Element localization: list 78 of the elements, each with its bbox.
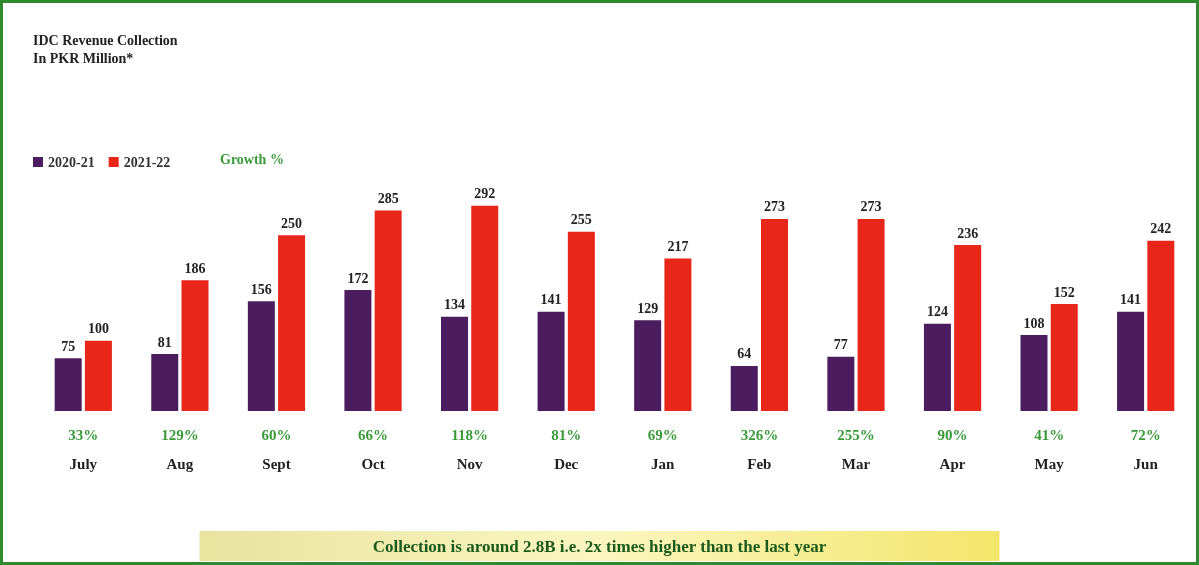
text: 33% [68, 427, 99, 443]
x-tick-label: Nov [456, 455, 484, 472]
bar [344, 290, 372, 411]
text: 255% [837, 427, 875, 443]
bar [84, 340, 112, 411]
bar [537, 311, 565, 411]
chart-subtitle: In PKR Million* [33, 50, 134, 66]
bar [374, 210, 402, 411]
bar [567, 231, 595, 411]
bar [471, 205, 499, 411]
bar [1050, 304, 1078, 411]
data-label: 77 [833, 337, 848, 353]
data-label: 124 [926, 304, 948, 320]
bar [1147, 240, 1175, 411]
text: 41% [1034, 427, 1065, 443]
bar [827, 356, 855, 411]
bar [923, 323, 951, 411]
text: 129% [161, 427, 199, 443]
bar [247, 301, 275, 411]
x-tick-label: Feb [747, 455, 772, 472]
x-tick-label: Dec [554, 455, 579, 472]
bar [441, 316, 469, 411]
bar [278, 235, 306, 411]
x-tick-label: July [69, 455, 98, 472]
text: 60% [261, 427, 292, 443]
text: Growth % [220, 151, 284, 167]
bar [954, 245, 982, 411]
data-label: 100 [87, 321, 109, 337]
data-label: 152 [1053, 284, 1075, 300]
text: 81% [551, 427, 582, 443]
chart-title: IDC Revenue Collection [33, 32, 178, 48]
bar [761, 218, 788, 411]
data-label: 236 [957, 225, 979, 241]
text: 118% [451, 427, 488, 443]
data-label: 141 [1120, 292, 1142, 308]
data-label: 292 [474, 186, 496, 202]
data-label: 217 [667, 238, 689, 254]
x-tick-label: Mar [841, 455, 871, 472]
data-label: 255 [570, 212, 592, 228]
data-label: 273 [763, 199, 785, 215]
text: 90% [937, 427, 968, 443]
x-tick-label: Apr [939, 455, 966, 472]
data-label: 129 [637, 300, 659, 316]
x-tick-label: Jan [651, 455, 676, 472]
text: Collection is around 2.8B i.e. 2x times higher than the last year [372, 536, 827, 556]
data-label: 242 [1150, 221, 1172, 237]
bar [634, 320, 662, 411]
x-tick-label: May [1034, 455, 1065, 472]
legend-label: 2020-21 [48, 154, 95, 170]
text: 326% [740, 427, 779, 443]
legend-label: 2021-22 [123, 154, 171, 170]
text: 69% [647, 427, 678, 443]
bar [1117, 311, 1145, 411]
data-label: 75 [61, 338, 76, 354]
bar [664, 258, 692, 411]
data-label: 186 [184, 260, 206, 276]
data-label: 156 [250, 281, 272, 297]
bar [1020, 335, 1048, 411]
data-label: 250 [281, 215, 303, 231]
x-tick-label: Oct [361, 455, 385, 472]
data-label: 64 [737, 346, 752, 362]
bar [54, 358, 82, 411]
data-label: 134 [444, 297, 466, 313]
data-label: 285 [377, 191, 399, 207]
data-label: 141 [540, 292, 562, 308]
bar [857, 218, 885, 411]
data-label: 81 [157, 334, 172, 350]
text: 72% [1130, 427, 1161, 443]
x-tick-label: Jun [1133, 455, 1159, 472]
bar [151, 354, 179, 411]
text: 66% [358, 427, 389, 443]
data-label: 108 [1023, 315, 1045, 331]
x-tick-label: Aug [166, 455, 194, 472]
x-tick-label: Sept [262, 455, 291, 472]
data-label: 273 [860, 199, 882, 215]
bar [730, 365, 758, 411]
data-label: 172 [347, 270, 369, 286]
bar [181, 280, 209, 411]
